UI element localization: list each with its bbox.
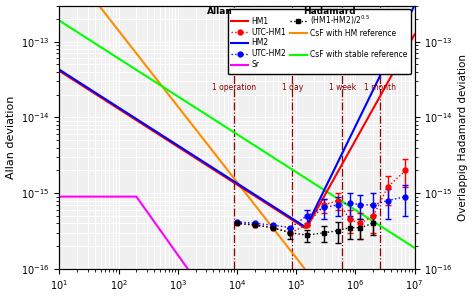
Text: 1 day: 1 day [282, 83, 303, 91]
Y-axis label: Allan deviation: Allan deviation [6, 96, 16, 179]
Text: Allan: Allan [207, 7, 233, 16]
Y-axis label: Overlappig Hadamard deviation: Overlappig Hadamard deviation [458, 54, 468, 221]
Text: Hadamard: Hadamard [303, 7, 356, 16]
Legend: HM1, UTC-HM1, HM2, UTC-HM2, Sr, (HM1-HM2)/2$^{0.5}$, CsF with HM reference, , Cs: HM1, UTC-HM1, HM2, UTC-HM2, Sr, (HM1-HM2… [228, 9, 411, 74]
Text: 1 operation: 1 operation [212, 83, 256, 91]
Text: 1 week: 1 week [329, 83, 356, 91]
Text: 1 month: 1 month [364, 83, 396, 91]
